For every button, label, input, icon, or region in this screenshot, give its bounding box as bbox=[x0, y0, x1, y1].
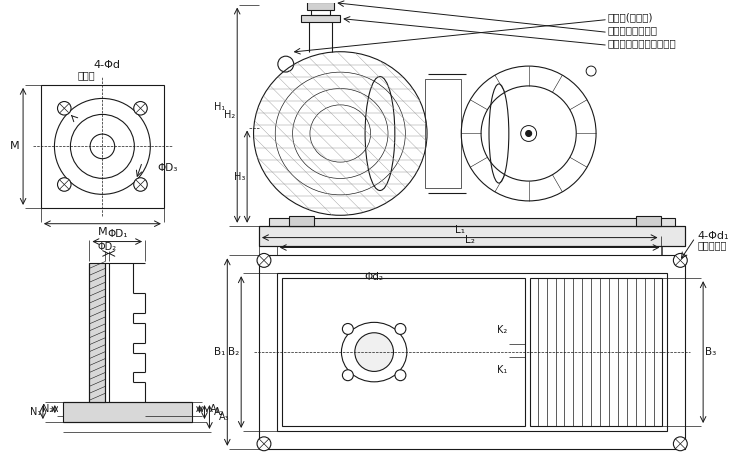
Circle shape bbox=[58, 178, 71, 191]
Bar bbox=[277, 273, 668, 431]
Bar bbox=[636, 216, 661, 226]
Text: H₁: H₁ bbox=[214, 102, 225, 112]
Text: M: M bbox=[98, 226, 107, 237]
Text: K₁: K₁ bbox=[496, 365, 507, 375]
Text: L₂: L₂ bbox=[465, 234, 475, 245]
Circle shape bbox=[674, 437, 687, 451]
Circle shape bbox=[257, 437, 271, 451]
Text: 法兰孔: 法兰孔 bbox=[78, 70, 95, 80]
Bar bbox=[310, 0, 331, 14]
Text: A₃: A₃ bbox=[219, 412, 230, 422]
Bar bbox=[289, 216, 314, 226]
Text: N₂: N₂ bbox=[42, 404, 53, 414]
Text: Φd₂: Φd₂ bbox=[364, 272, 384, 282]
Bar bbox=[259, 226, 686, 246]
Bar bbox=[63, 402, 191, 422]
Text: 进气口软管联接处: 进气口软管联接处 bbox=[608, 26, 658, 35]
Bar bbox=[269, 218, 675, 226]
Text: A₂: A₂ bbox=[214, 407, 225, 417]
Circle shape bbox=[58, 101, 71, 115]
Text: B₃: B₃ bbox=[706, 347, 717, 357]
Circle shape bbox=[674, 253, 687, 267]
Text: M: M bbox=[10, 141, 20, 152]
Bar bbox=[259, 255, 686, 449]
Text: B₁: B₁ bbox=[214, 347, 225, 357]
Text: H₃: H₃ bbox=[233, 172, 245, 182]
Text: A₁: A₁ bbox=[209, 404, 220, 414]
Circle shape bbox=[395, 324, 406, 334]
Text: ΦD₃: ΦD₃ bbox=[158, 163, 178, 173]
Circle shape bbox=[134, 178, 147, 191]
Text: K₂: K₂ bbox=[496, 326, 507, 335]
Bar bbox=[424, 79, 461, 188]
Text: 4-Φd₁: 4-Φd₁ bbox=[698, 231, 729, 240]
Circle shape bbox=[134, 101, 147, 115]
Bar bbox=[301, 14, 340, 22]
Text: H₂: H₂ bbox=[224, 110, 235, 120]
Bar bbox=[307, 2, 334, 10]
Text: 排气管(在侧面): 排气管(在侧面) bbox=[608, 13, 653, 22]
Text: L₁: L₁ bbox=[454, 225, 465, 235]
Bar bbox=[282, 278, 525, 426]
Text: ΦD₁: ΦD₁ bbox=[107, 229, 128, 239]
Circle shape bbox=[395, 370, 406, 381]
Bar bbox=[89, 263, 105, 402]
Bar bbox=[530, 278, 662, 426]
Text: 地脚细钉孔: 地脚细钉孔 bbox=[698, 240, 727, 251]
Text: ΦD₂: ΦD₂ bbox=[98, 241, 117, 252]
Circle shape bbox=[257, 253, 271, 267]
Text: N₁: N₁ bbox=[30, 407, 41, 417]
Circle shape bbox=[343, 324, 353, 334]
Text: B₂: B₂ bbox=[227, 347, 238, 357]
Text: 4-Φd: 4-Φd bbox=[94, 60, 121, 70]
Circle shape bbox=[526, 131, 532, 136]
Bar bbox=[41, 85, 164, 208]
Text: 用法兰联接的进气口平面: 用法兰联接的进气口平面 bbox=[608, 38, 676, 48]
Circle shape bbox=[355, 333, 394, 372]
Circle shape bbox=[343, 370, 353, 381]
